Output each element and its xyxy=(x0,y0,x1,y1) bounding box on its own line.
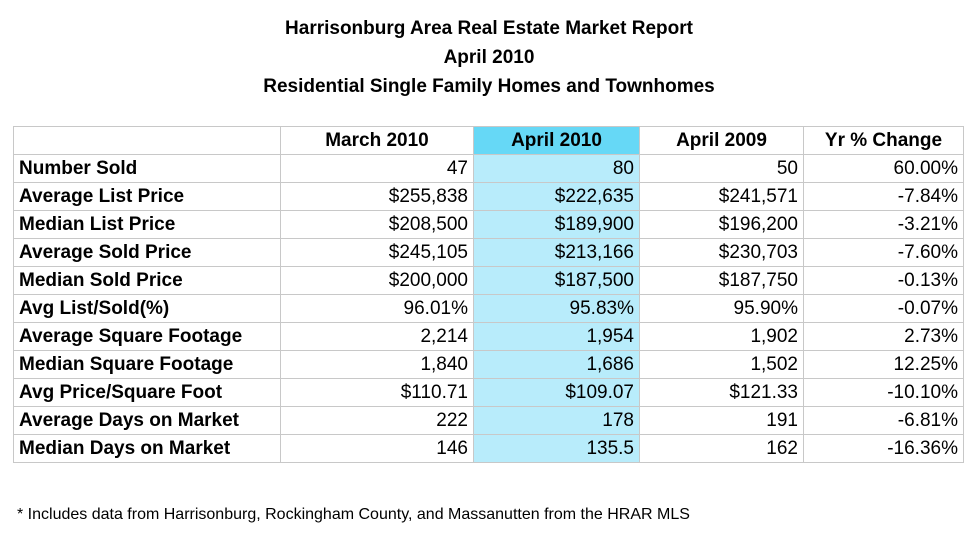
yr-change-cell: 2.73% xyxy=(803,322,964,351)
row-label-cell: Median Square Footage xyxy=(13,350,281,379)
march-2010-cell: 96.01% xyxy=(280,294,474,323)
footnote: * Includes data from Harrisonburg, Rocki… xyxy=(17,506,690,523)
march-2010-cell: 47 xyxy=(280,154,474,183)
april-2010-cell: 178 xyxy=(473,406,640,435)
market-report-table: March 2010 April 2010 April 2009 Yr % Ch… xyxy=(13,126,964,463)
april-2010-cell: $187,500 xyxy=(473,266,640,295)
report-title-line-3: Residential Single Family Homes and Town… xyxy=(263,76,715,97)
yr-change-cell: -3.21% xyxy=(803,210,964,239)
april-2009-cell: 1,902 xyxy=(639,322,804,351)
yr-change-cell: -16.36% xyxy=(803,434,964,463)
march-2010-cell: 2,214 xyxy=(280,322,474,351)
yr-change-cell: -6.81% xyxy=(803,406,964,435)
header-cell-april-2009: April 2009 xyxy=(639,126,804,155)
report-title-line-1: Harrisonburg Area Real Estate Market Rep… xyxy=(285,18,693,39)
april-2010-cell: $222,635 xyxy=(473,182,640,211)
table-row: Median Square Footage 1,840 1,686 1,502 12.2… xyxy=(13,350,964,379)
table-row: Average Days on Market 222 178 191 -6.81% xyxy=(13,406,964,435)
march-2010-cell: $110.71 xyxy=(280,378,474,407)
table-row: Number Sold 47 80 50 60.00% xyxy=(13,154,964,183)
row-label-cell: Avg Price/Square Foot xyxy=(13,378,281,407)
march-2010-cell: 1,840 xyxy=(280,350,474,379)
march-2010-cell: $245,105 xyxy=(280,238,474,267)
row-label-cell: Median Sold Price xyxy=(13,266,281,295)
table-row: Average Sold Price $245,105 $213,166 $230,7… xyxy=(13,238,964,267)
table-row: Avg List/Sold(%) 96.01% 95.83% 95.90% -0.07% xyxy=(13,294,964,323)
yr-change-cell: -7.60% xyxy=(803,238,964,267)
april-2009-cell: 162 xyxy=(639,434,804,463)
april-2009-cell: 50 xyxy=(639,154,804,183)
april-2009-cell: $196,200 xyxy=(639,210,804,239)
table-row: Average Square Footage 2,214 1,954 1,902 2.7… xyxy=(13,322,964,351)
report-title-line-2: April 2010 xyxy=(443,47,535,68)
yr-change-cell: -10.10% xyxy=(803,378,964,407)
row-label-cell: Median List Price xyxy=(13,210,281,239)
header-cell-blank xyxy=(13,126,281,155)
market-report-table-body: March 2010 April 2010 April 2009 Yr % Ch… xyxy=(13,126,964,463)
header-cell-march-2010: March 2010 xyxy=(280,126,474,155)
table-row: Median Days on Market 146 135.5 162 -16.36% xyxy=(13,434,964,463)
march-2010-cell: $208,500 xyxy=(280,210,474,239)
yr-change-cell: 12.25% xyxy=(803,350,964,379)
table-row: Median List Price $208,500 $189,900 $196,20… xyxy=(13,210,964,239)
april-2009-cell: 191 xyxy=(639,406,804,435)
april-2010-cell: 80 xyxy=(473,154,640,183)
yr-change-cell: 60.00% xyxy=(803,154,964,183)
yr-change-cell: -0.13% xyxy=(803,266,964,295)
row-label-cell: Average Days on Market xyxy=(13,406,281,435)
report-title: Harrisonburg Area Real Estate Market Rep… xyxy=(0,14,978,101)
row-label-cell: Average Sold Price xyxy=(13,238,281,267)
row-label-cell: Median Days on Market xyxy=(13,434,281,463)
april-2009-cell: $241,571 xyxy=(639,182,804,211)
april-2010-cell: $109.07 xyxy=(473,378,640,407)
march-2010-cell: 222 xyxy=(280,406,474,435)
march-2010-cell: $255,838 xyxy=(280,182,474,211)
table-header-row: March 2010 April 2010 April 2009 Yr % Ch… xyxy=(13,126,964,155)
row-label-cell: Average Square Footage xyxy=(13,322,281,351)
april-2010-cell: $213,166 xyxy=(473,238,640,267)
april-2009-cell: 95.90% xyxy=(639,294,804,323)
table-row: Avg Price/Square Foot $110.71 $109.07 $121.… xyxy=(13,378,964,407)
april-2009-cell: $230,703 xyxy=(639,238,804,267)
yr-change-cell: -0.07% xyxy=(803,294,964,323)
march-2010-cell: 146 xyxy=(280,434,474,463)
march-2010-cell: $200,000 xyxy=(280,266,474,295)
row-label-cell: Number Sold xyxy=(13,154,281,183)
april-2009-cell: $121.33 xyxy=(639,378,804,407)
april-2010-cell: $189,900 xyxy=(473,210,640,239)
april-2010-cell: 1,954 xyxy=(473,322,640,351)
row-label-cell: Average List Price xyxy=(13,182,281,211)
row-label-cell: Avg List/Sold(%) xyxy=(13,294,281,323)
table-row: Average List Price $255,838 $222,635 $241,5… xyxy=(13,182,964,211)
april-2010-cell: 95.83% xyxy=(473,294,640,323)
april-2009-cell: 1,502 xyxy=(639,350,804,379)
header-cell-yr-change: Yr % Change xyxy=(803,126,964,155)
april-2010-cell: 1,686 xyxy=(473,350,640,379)
table-row: Median Sold Price $200,000 $187,500 $187,75… xyxy=(13,266,964,295)
header-cell-april-2010: April 2010 xyxy=(473,126,640,155)
april-2010-cell: 135.5 xyxy=(473,434,640,463)
april-2009-cell: $187,750 xyxy=(639,266,804,295)
yr-change-cell: -7.84% xyxy=(803,182,964,211)
